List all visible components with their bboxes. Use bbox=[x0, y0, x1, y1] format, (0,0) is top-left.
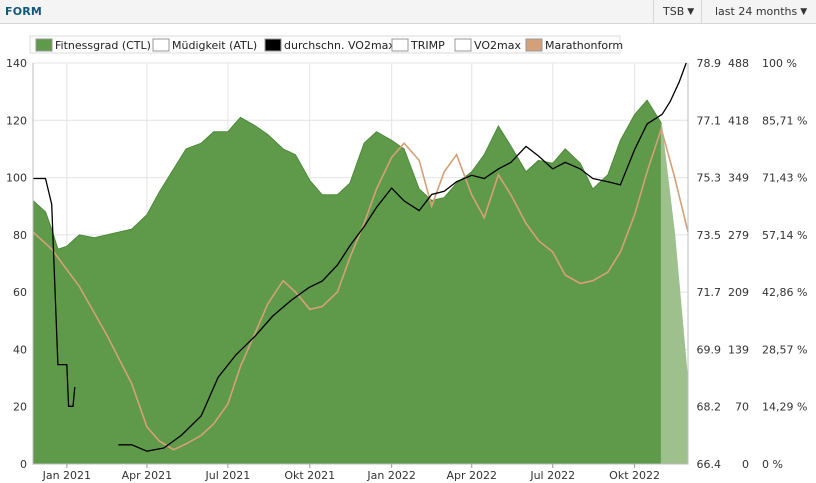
marathon-tick-label: 0 % bbox=[762, 458, 783, 471]
legend-swatch bbox=[454, 38, 472, 52]
vo2max-tick-label: 75.3 bbox=[697, 172, 722, 185]
y-tick-label: 0 bbox=[20, 458, 27, 471]
y-tick-label: 60 bbox=[13, 286, 27, 299]
legend-swatch bbox=[525, 38, 543, 52]
vo2max-tick-label: 78.9 bbox=[697, 57, 722, 70]
x-tick-label: Jul 2021 bbox=[205, 469, 251, 482]
legend: Fitnessgrad (CTL) Müdigkeit (ATL) durchsch… bbox=[29, 35, 623, 54]
x-tick-label: Jan 2022 bbox=[366, 469, 415, 482]
panel-header: FORM TSB ▼ last 24 months ▼ bbox=[0, 0, 816, 24]
x-tick-label: Jan 2021 bbox=[42, 469, 91, 482]
vo2max-tick-label: 69.9 bbox=[697, 343, 722, 356]
legend-label: TRIMP bbox=[410, 39, 445, 52]
trimp-tick-label: 488 bbox=[728, 57, 749, 70]
marathon-tick-label: 28,57 % bbox=[762, 343, 807, 356]
x-tick-label: Jul 2022 bbox=[529, 469, 575, 482]
trimp-tick-label: 70 bbox=[735, 401, 749, 414]
legend-label: durchschn. VO2max bbox=[284, 39, 395, 52]
metric-dropdown-value: TSB bbox=[663, 5, 685, 18]
legend-label: VO2max bbox=[474, 39, 521, 52]
y-tick-label: 80 bbox=[13, 229, 27, 242]
panel-title: FORM bbox=[5, 5, 43, 18]
legend-label: Marathonform bbox=[545, 39, 623, 52]
vo2max-average-line bbox=[33, 62, 687, 452]
x-tick-label: Apr 2022 bbox=[446, 469, 497, 482]
x-tick-label: Okt 2021 bbox=[284, 469, 335, 482]
trimp-tick-label: 349 bbox=[728, 172, 749, 185]
trimp-tick-label: 279 bbox=[728, 229, 749, 242]
trimp-tick-label: 418 bbox=[728, 114, 749, 127]
legend-swatch bbox=[152, 38, 170, 52]
range-dropdown[interactable]: last 24 months ▼ bbox=[701, 0, 816, 23]
form-chart: 0 20 40 60 80 100 120 140 66.4 68.2 69.9 71.7 73.5 75… bbox=[6, 35, 807, 482]
range-dropdown-value: last 24 months bbox=[715, 5, 798, 18]
legend-swatch bbox=[264, 38, 282, 52]
legend-label: Müdigkeit (ATL) bbox=[172, 39, 257, 52]
x-tick-label: Okt 2022 bbox=[609, 469, 660, 482]
legend-swatch bbox=[391, 38, 409, 52]
vo2max-tick-label: 66.4 bbox=[697, 458, 722, 471]
legend-swatch bbox=[35, 38, 53, 52]
axes: 0 20 40 60 80 100 120 140 66.4 68.2 69.9 71.7 73.5 75… bbox=[6, 57, 807, 482]
marathon-tick-label: 71,43 % bbox=[762, 172, 807, 185]
vo2max-tick-label: 73.5 bbox=[697, 229, 722, 242]
marathonform-line bbox=[32, 126, 689, 451]
trimp-tick-label: 139 bbox=[728, 343, 749, 356]
marathon-tick-label: 85,71 % bbox=[762, 114, 807, 127]
ctl-area bbox=[32, 99, 662, 465]
marathon-tick-label: 42,86 % bbox=[762, 286, 807, 299]
y-tick-label: 120 bbox=[6, 114, 27, 127]
x-tick-label: Apr 2021 bbox=[122, 469, 173, 482]
marathon-tick-label: 100 % bbox=[762, 57, 797, 70]
legend-label: Fitnessgrad (CTL) bbox=[55, 39, 151, 52]
marathon-tick-label: 57,14 % bbox=[762, 229, 807, 242]
vo2max-tick-label: 71.7 bbox=[697, 286, 722, 299]
y-tick-label: 100 bbox=[6, 172, 27, 185]
chevron-down-icon: ▼ bbox=[800, 6, 808, 17]
vo2max-tick-label: 68.2 bbox=[697, 401, 722, 414]
y-tick-label: 20 bbox=[13, 401, 27, 414]
y-tick-label: 40 bbox=[13, 343, 27, 356]
chevron-down-icon: ▼ bbox=[687, 6, 695, 17]
metric-dropdown[interactable]: TSB ▼ bbox=[653, 0, 701, 23]
legend-box bbox=[29, 35, 621, 54]
vo2max-tick-label: 77.1 bbox=[697, 114, 722, 127]
marathon-tick-label: 14,29 % bbox=[762, 401, 807, 414]
y-tick-label: 140 bbox=[6, 57, 27, 70]
trimp-tick-label: 209 bbox=[728, 286, 749, 299]
series-lines bbox=[32, 62, 689, 452]
plot-area bbox=[32, 99, 689, 465]
trimp-tick-label: 0 bbox=[742, 458, 749, 471]
